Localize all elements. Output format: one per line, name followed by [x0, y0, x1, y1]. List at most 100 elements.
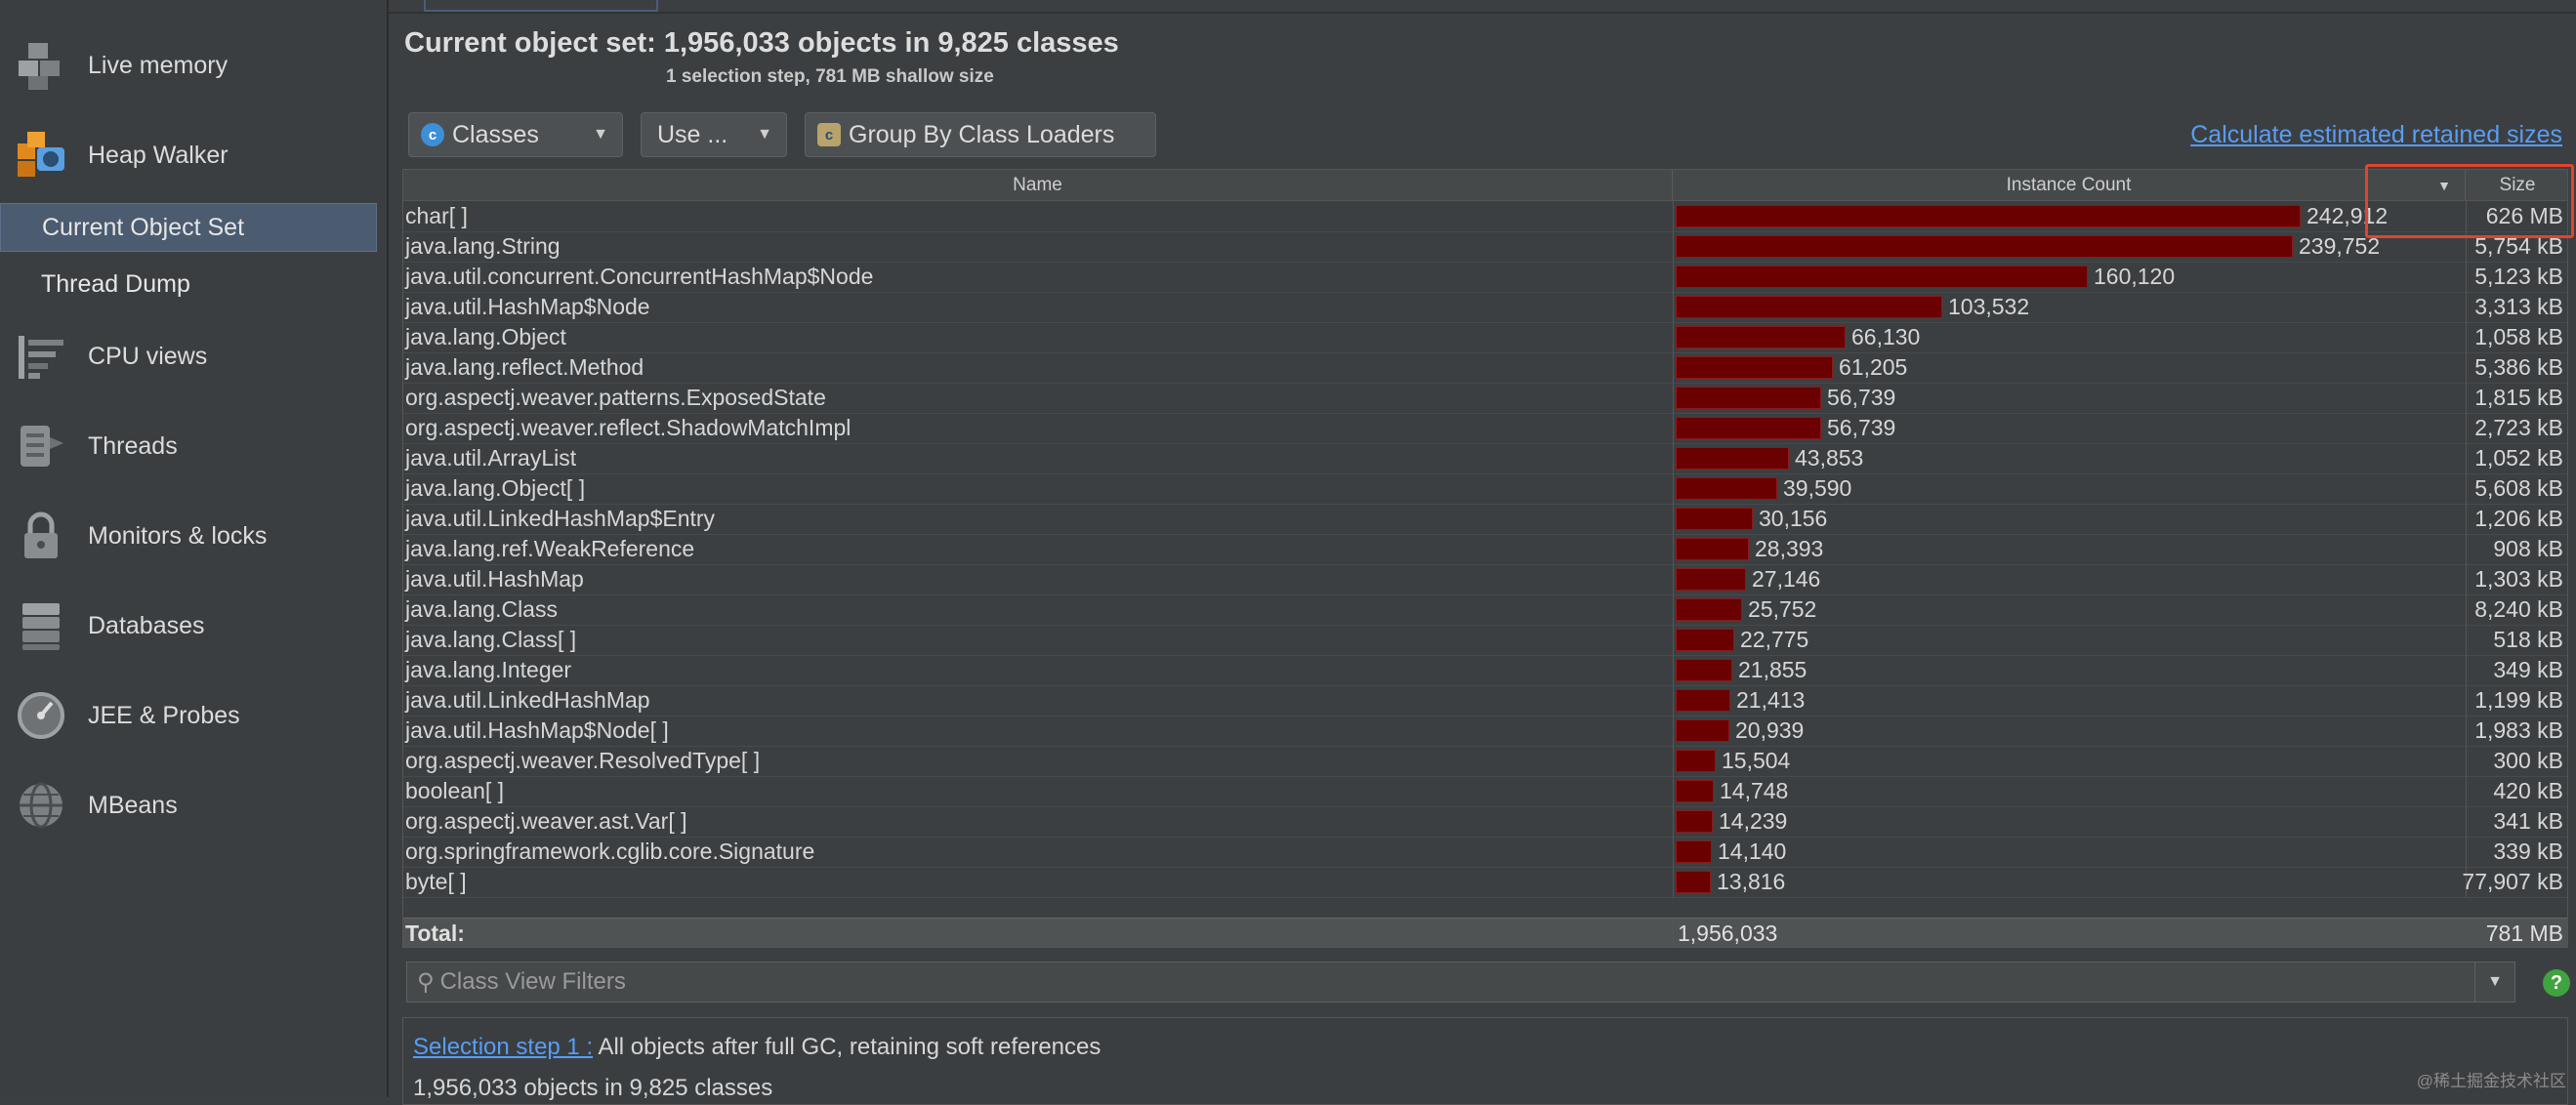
- sidebar-subitem-thread-dump[interactable]: Thread Dump: [41, 269, 190, 298]
- class-name-cell: java.lang.Integer: [405, 657, 572, 682]
- class-name-cell: java.lang.reflect.Method: [405, 354, 644, 380]
- instance-count-value: 56,739: [1827, 415, 1896, 440]
- sidebar-item-label: CPU views: [88, 342, 208, 370]
- table-row[interactable]: java.lang.Class 25,752 8,240 kB: [403, 594, 2567, 626]
- size-cell: 341 kB: [2466, 806, 2567, 837]
- instance-count-bar: [1676, 326, 1846, 348]
- calculate-retained-sizes-link[interactable]: Calculate estimated retained sizes: [2190, 121, 2562, 148]
- table-row[interactable]: java.lang.reflect.Method 61,205 5,386 kB: [403, 352, 2567, 384]
- class-name-cell: java.util.HashMap: [405, 566, 584, 592]
- size-cell: 1,983 kB: [2466, 716, 2567, 746]
- sidebar-item-live-memory[interactable]: Live memory: [0, 31, 387, 100]
- table-row[interactable]: java.lang.String 239,752 5,754 kB: [403, 231, 2567, 263]
- class-name-cell: java.util.LinkedHashMap$Entry: [405, 506, 716, 531]
- instance-count-bar: [1676, 871, 1711, 893]
- table-row[interactable]: java.lang.Class[ ] 22,775 518 kB: [403, 625, 2567, 656]
- chevron-down-icon[interactable]: ▼: [2474, 962, 2514, 1002]
- class-name-cell: boolean[ ]: [405, 778, 505, 803]
- table-row[interactable]: org.aspectj.weaver.ResolvedType[ ] 15,504…: [403, 746, 2567, 777]
- table-row[interactable]: java.util.HashMap$Node 103,532 3,313 kB: [403, 292, 2567, 323]
- threads-icon: [14, 419, 68, 473]
- instance-count-bar: [1676, 598, 1742, 621]
- table-row[interactable]: java.lang.Integer 21,855 349 kB: [403, 655, 2567, 686]
- instance-count-value: 22,775: [1740, 627, 1809, 652]
- class-name-cell: java.util.concurrent.ConcurrentHashMap$N…: [405, 264, 874, 289]
- table-row[interactable]: org.aspectj.weaver.reflect.ShadowMatchIm…: [403, 413, 2567, 444]
- sidebar-item-label: JEE & Probes: [88, 701, 240, 729]
- class-name-cell: byte[ ]: [405, 869, 467, 894]
- size-cell: 2,723 kB: [2466, 413, 2567, 443]
- selection-step-link[interactable]: Selection step 1 :: [413, 1034, 594, 1060]
- instance-count-cell: 239,752: [1673, 231, 2466, 262]
- sidebar-item-jee-probes[interactable]: JEE & Probes: [0, 681, 387, 750]
- instance-count-cell: 14,239: [1673, 806, 2466, 837]
- instance-count-bar: [1676, 719, 1729, 742]
- table-row[interactable]: char[ ] 242,912 626 MB: [403, 201, 2567, 232]
- column-header-instance-count[interactable]: Instance Count ▼: [1673, 170, 2466, 200]
- sidebar: Live memory Heap Walker Current Object S…: [0, 0, 389, 1097]
- column-header-name[interactable]: Name: [403, 170, 1673, 200]
- size-cell: 77,907 kB: [2462, 867, 2567, 897]
- instance-count-bar: [1676, 840, 1712, 863]
- instance-count-value: 14,239: [1719, 808, 1788, 834]
- table-row[interactable]: java.util.HashMap$Node[ ] 20,939 1,983 kB: [403, 716, 2567, 747]
- table-row[interactable]: byte[ ] 13,816 77,907 kB: [403, 867, 2567, 898]
- class-loader-icon: c: [817, 123, 841, 146]
- table-row[interactable]: java.util.concurrent.ConcurrentHashMap$N…: [403, 262, 2567, 293]
- sidebar-item-mbeans[interactable]: MBeans: [0, 771, 387, 839]
- cpu-views-icon: [14, 329, 68, 384]
- active-tab-marker: [424, 0, 658, 12]
- table-row[interactable]: boolean[ ] 14,748 420 kB: [403, 776, 2567, 807]
- size-cell: 908 kB: [2466, 534, 2567, 564]
- sidebar-item-cpu-views[interactable]: CPU views: [0, 322, 387, 390]
- sidebar-item-threads[interactable]: Threads: [0, 412, 387, 480]
- instance-count-cell: 30,156: [1673, 504, 2466, 534]
- sidebar-item-databases[interactable]: Databases: [0, 592, 387, 660]
- table-row[interactable]: org.springframework.cglib.core.Signature…: [403, 837, 2567, 868]
- table-row[interactable]: java.util.LinkedHashMap 21,413 1,199 kB: [403, 685, 2567, 716]
- live-memory-icon: [14, 38, 68, 93]
- instance-count-cell: 21,855: [1673, 655, 2466, 685]
- size-cell: 518 kB: [2466, 625, 2567, 655]
- instance-count-cell: 43,853: [1673, 443, 2466, 473]
- size-cell: 626 MB: [2466, 201, 2567, 231]
- filter-placeholder: Class View Filters: [439, 968, 626, 995]
- sidebar-item-label: Heap Walker: [88, 141, 229, 169]
- instance-count-bar: [1676, 508, 1753, 530]
- class-view-filter-input[interactable]: ⚲ Class View Filters ▼: [406, 962, 2515, 1003]
- table-row[interactable]: java.lang.Object[ ] 39,590 5,608 kB: [403, 473, 2567, 505]
- sidebar-item-monitors-locks[interactable]: Monitors & locks: [0, 502, 387, 570]
- table-row[interactable]: java.util.HashMap 27,146 1,303 kB: [403, 564, 2567, 595]
- instance-count-cell: 28,393: [1673, 534, 2466, 564]
- classes-dropdown[interactable]: c Classes ▼: [408, 112, 623, 157]
- group-by-class-loaders-button[interactable]: c Group By Class Loaders: [805, 112, 1156, 157]
- instance-count-cell: 103,532: [1673, 292, 2466, 322]
- help-icon[interactable]: ?: [2543, 969, 2570, 997]
- top-tab-strip: [389, 0, 2576, 14]
- table-row[interactable]: org.aspectj.weaver.ast.Var[ ] 14,239 341 k…: [403, 806, 2567, 838]
- table-row[interactable]: java.lang.Object 66,130 1,058 kB: [403, 322, 2567, 353]
- instance-count-bar: [1676, 387, 1821, 409]
- instance-count-value: 14,748: [1720, 778, 1789, 803]
- table-row[interactable]: java.lang.ref.WeakReference 28,393 908 kB: [403, 534, 2567, 565]
- total-row: Total: 1,956,033 781 MB: [403, 918, 2567, 947]
- class-name-cell: char[ ]: [405, 203, 468, 228]
- use-dropdown[interactable]: Use ... ▼: [641, 112, 787, 157]
- class-name-cell: java.util.HashMap$Node[ ]: [405, 717, 669, 743]
- table-row[interactable]: org.aspectj.weaver.patterns.ExposedState…: [403, 383, 2567, 414]
- instance-count-value: 14,140: [1718, 839, 1787, 864]
- instance-count-value: 30,156: [1759, 506, 1828, 531]
- sidebar-item-heap-walker[interactable]: Heap Walker: [0, 121, 387, 189]
- size-cell: 1,206 kB: [2466, 504, 2567, 534]
- instance-count-value: 242,912: [2306, 203, 2389, 228]
- column-header-size[interactable]: Size: [2499, 174, 2536, 195]
- size-cell: 349 kB: [2466, 655, 2567, 685]
- page-title: Current object set: 1,956,033 objects in…: [404, 27, 1119, 59]
- instance-count-value: 56,739: [1827, 385, 1896, 410]
- sidebar-subitem-current-object-set[interactable]: Current Object Set: [0, 203, 377, 252]
- table-row[interactable]: java.util.ArrayList 43,853 1,052 kB: [403, 443, 2567, 474]
- instance-count-value: 43,853: [1795, 445, 1864, 471]
- chevron-down-icon: ▼: [593, 126, 608, 143]
- class-name-cell: org.aspectj.weaver.reflect.ShadowMatchIm…: [405, 415, 852, 440]
- table-row[interactable]: java.util.LinkedHashMap$Entry 30,156 1,206…: [403, 504, 2567, 535]
